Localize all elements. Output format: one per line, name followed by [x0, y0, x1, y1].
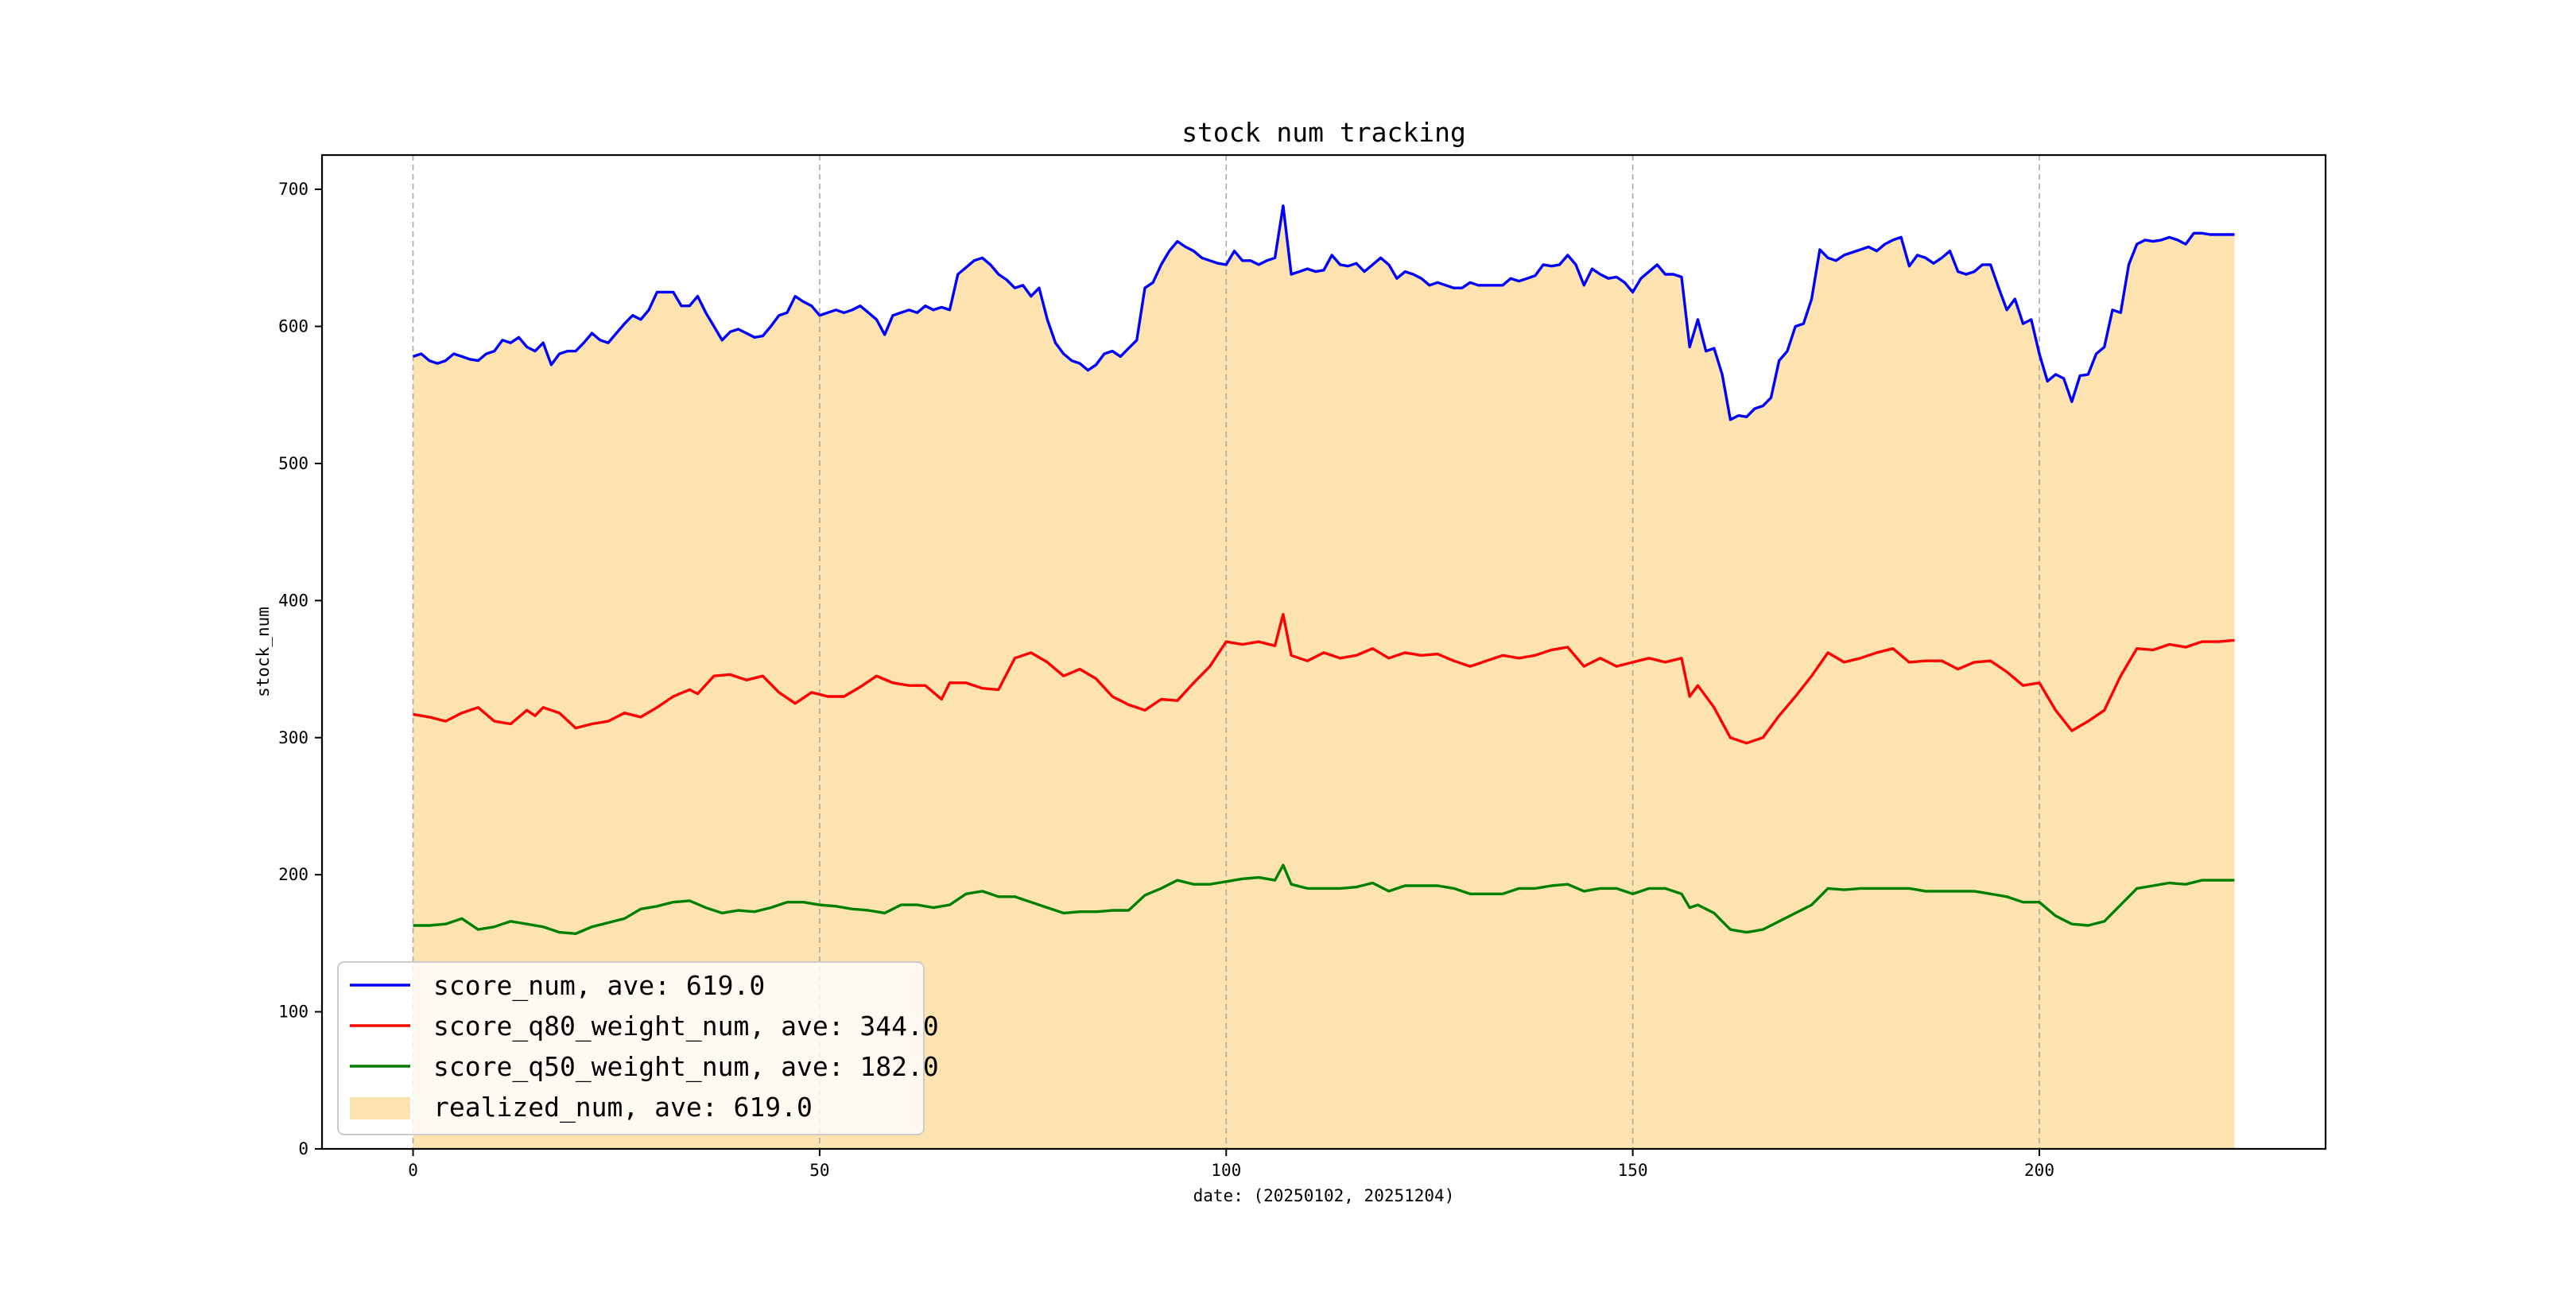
- grid-layer: [412, 155, 2040, 1149]
- legend-box: [337, 961, 925, 1135]
- chart-title: stock num tracking: [1181, 117, 1466, 148]
- x-tick-label: 50: [809, 1161, 829, 1180]
- y-tick-label: 600: [278, 317, 308, 336]
- legend: score_num, ave: 619.0 score_q80_weight_n…: [337, 961, 939, 1135]
- x-axis-label: date: (20250102, 20251204): [1193, 1186, 1455, 1205]
- x-tick-label: 150: [1618, 1161, 1648, 1180]
- tick-layer: 0 50 100 150 200 0 100 200 300 400 500 600 700: [278, 180, 2054, 1180]
- y-tick-label: 0: [298, 1139, 308, 1158]
- series-line-score_q80_weight_num: [413, 612, 2235, 745]
- series-line-score_q50_weight_num: [413, 863, 2235, 936]
- y-tick-label: 700: [278, 180, 308, 199]
- x-tick-label: 0: [408, 1161, 418, 1180]
- x-tick-label: 200: [2024, 1161, 2054, 1180]
- legend-swatch-realized: [350, 1097, 410, 1119]
- series-layer: [412, 204, 2235, 936]
- legend-label-score-num: score_num, ave: 619.0: [433, 970, 765, 1002]
- y-tick-label: 500: [278, 454, 308, 473]
- plot-frame: [320, 153, 2327, 1150]
- y-tick-label: 300: [278, 728, 308, 747]
- series-area-realized_num: [413, 205, 2235, 1149]
- legend-label-realized: realized_num, ave: 619.0: [433, 1092, 813, 1123]
- series-line-score_num: [412, 204, 2235, 421]
- y-tick-label: 200: [278, 865, 308, 884]
- legend-label-score-q80: score_q80_weight_num, ave: 344.0: [433, 1011, 939, 1042]
- fill-layer: [413, 205, 2235, 1149]
- x-tick-label: 100: [1211, 1161, 1241, 1180]
- y-axis-label: stock_num: [254, 607, 273, 697]
- y-tick-label: 400: [278, 591, 308, 610]
- legend-label-score-q50: score_q50_weight_num, ave: 182.0: [433, 1051, 939, 1083]
- y-tick-label: 100: [278, 1003, 308, 1022]
